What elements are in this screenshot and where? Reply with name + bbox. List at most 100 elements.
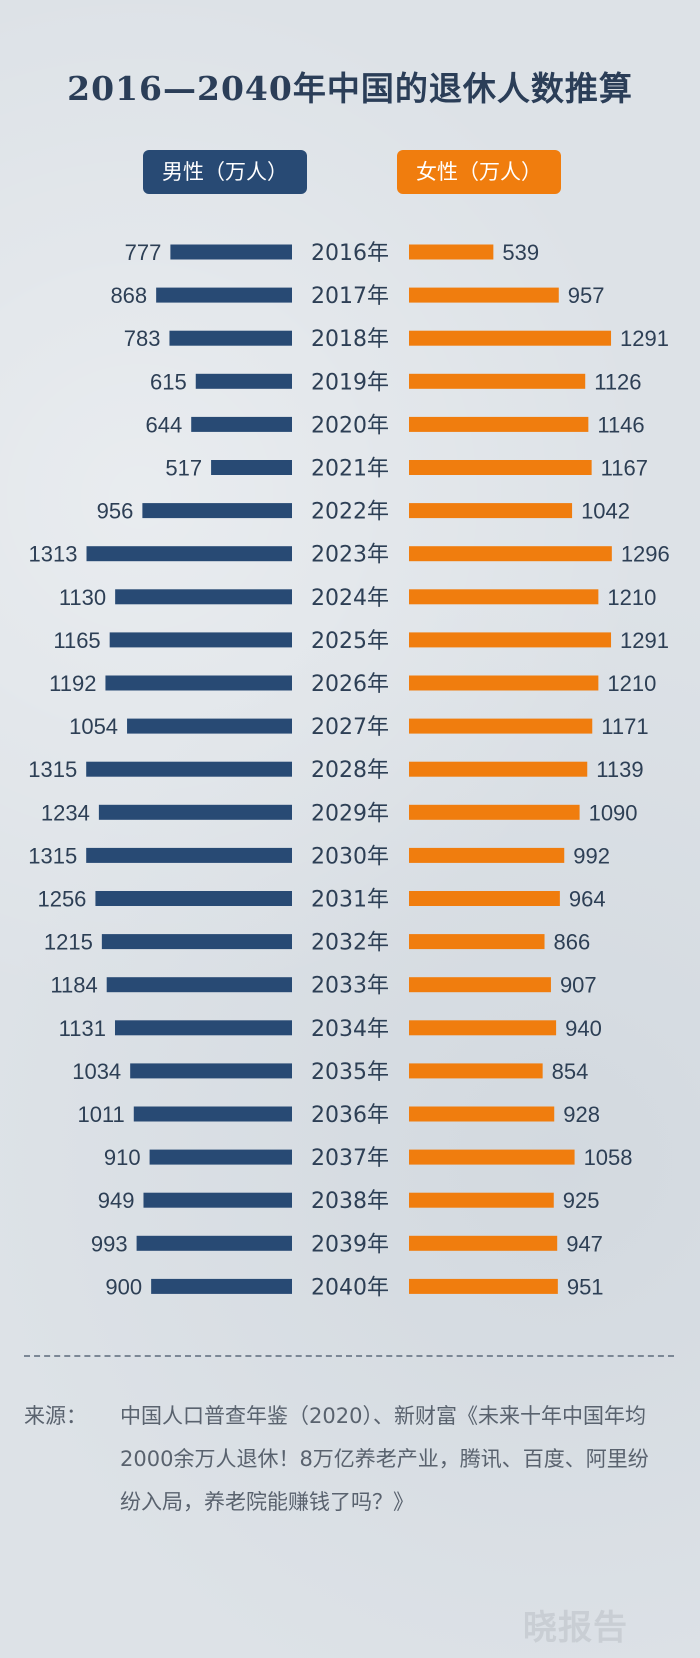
- year-label: 2024年: [311, 586, 389, 611]
- male-value-label: 956: [97, 499, 134, 524]
- year-label: 2031年: [311, 888, 389, 913]
- male-bar: [211, 460, 292, 475]
- female-bar: [409, 244, 494, 260]
- female-value-label: 928: [563, 1102, 600, 1127]
- chart-title: 2016—2040年中国的退休人数推算: [67, 69, 633, 108]
- year-label: 2035年: [311, 1060, 389, 1085]
- source-text: 中国人口普查年鉴（2020）、新财富《未来十年中国年均2000余万人退休！8万亿…: [120, 1404, 649, 1514]
- female-bar: [409, 546, 612, 562]
- year-label: 2021年: [311, 457, 389, 482]
- year-label: 2016年: [311, 241, 389, 266]
- female-value-label: 1058: [584, 1145, 633, 1170]
- female-value-label: 866: [554, 930, 591, 955]
- female-bar: [409, 675, 599, 691]
- male-value-label: 1315: [28, 757, 77, 782]
- female-value-label: 1126: [594, 369, 641, 394]
- male-bar: [115, 589, 292, 605]
- female-value-label: 854: [552, 1059, 589, 1084]
- female-bar: [409, 1235, 558, 1251]
- male-bar: [169, 330, 292, 346]
- year-label: 2020年: [311, 413, 389, 438]
- female-bar: [409, 1278, 558, 1294]
- source-label: 来源：: [24, 1404, 87, 1428]
- male-bar: [195, 373, 292, 389]
- male-value-label: 517: [165, 456, 202, 481]
- male-value-label: 1192: [49, 671, 96, 696]
- male-value-label: 1315: [28, 843, 77, 868]
- male-value-label: 1215: [44, 930, 93, 955]
- divider: [24, 1355, 674, 1357]
- male-bar: [151, 1278, 292, 1294]
- female-value-label: 1167: [601, 456, 648, 481]
- female-value-label: 957: [568, 283, 605, 308]
- female-bar: [409, 1106, 555, 1122]
- male-value-label: 644: [145, 412, 182, 437]
- male-value-label: 1234: [41, 800, 90, 825]
- butterfly-bar-chart: 777 2016年 539 868 2017年 957 783 2018年 1291 615 201…: [28, 240, 670, 1300]
- female-bar: [409, 891, 560, 906]
- female-bar: [409, 330, 612, 346]
- female-value-label: 1171: [601, 714, 648, 739]
- female-value-label: 940: [565, 1016, 602, 1041]
- male-bar: [86, 761, 292, 777]
- female-value-label: 1296: [621, 542, 670, 567]
- year-label: 2019年: [311, 370, 389, 395]
- year-label: 2030年: [311, 844, 389, 869]
- female-bar: [409, 934, 545, 950]
- male-value-label: 868: [110, 283, 147, 308]
- female-value-label: 992: [573, 843, 610, 868]
- female-bar: [409, 804, 580, 820]
- female-value-label: 1146: [597, 412, 644, 437]
- male-bar: [114, 1020, 292, 1036]
- male-bar: [133, 1106, 292, 1122]
- female-value-label: 1139: [596, 757, 643, 782]
- male-value-label: 1130: [59, 585, 106, 610]
- female-value-label: 539: [502, 240, 539, 265]
- year-label: 2040年: [311, 1275, 389, 1300]
- year-label: 2038年: [311, 1189, 389, 1214]
- male-bar: [191, 416, 292, 432]
- male-value-label: 993: [91, 1231, 128, 1256]
- male-bar: [98, 804, 292, 820]
- male-bar: [170, 244, 292, 260]
- year-label: 2036年: [311, 1103, 389, 1128]
- year-label: 2032年: [311, 931, 389, 956]
- male-bar: [136, 1235, 292, 1251]
- female-value-label: 1042: [581, 499, 630, 524]
- male-bar: [156, 287, 292, 303]
- year-label: 2034年: [311, 1017, 389, 1042]
- female-value-label: 907: [560, 973, 597, 998]
- female-value-label: 1210: [607, 671, 656, 696]
- year-label: 2018年: [311, 327, 389, 352]
- female-value-label: 947: [566, 1231, 603, 1256]
- female-bar: [409, 1020, 557, 1036]
- year-label: 2033年: [311, 974, 389, 999]
- female-value-label: 925: [563, 1188, 600, 1213]
- male-bar: [106, 977, 292, 993]
- year-label: 2023年: [311, 543, 389, 568]
- female-value-label: 1291: [620, 326, 669, 351]
- female-bar: [409, 503, 573, 519]
- female-value-label: 1291: [620, 628, 669, 653]
- year-label: 2017年: [311, 284, 389, 309]
- male-value-label: 1184: [50, 973, 97, 998]
- male-value-label: 1256: [37, 887, 86, 912]
- female-value-label: 1210: [607, 585, 656, 610]
- year-label: 2039年: [311, 1232, 389, 1257]
- female-bar: [409, 416, 589, 432]
- male-value-label: 900: [105, 1274, 142, 1299]
- logo-watermark: 晓报告: [523, 1608, 628, 1648]
- female-bar: [409, 287, 559, 303]
- year-label: 2022年: [311, 500, 389, 525]
- male-bar: [95, 891, 292, 906]
- female-bar: [409, 589, 599, 605]
- male-value-label: 1011: [77, 1102, 124, 1127]
- year-label: 2037年: [311, 1146, 389, 1171]
- male-bar: [101, 934, 292, 950]
- male-value-label: 949: [98, 1188, 135, 1213]
- female-value-label: 1090: [589, 800, 638, 825]
- male-value-label: 783: [124, 326, 161, 351]
- male-bar: [149, 1149, 292, 1165]
- male-bar: [109, 632, 293, 648]
